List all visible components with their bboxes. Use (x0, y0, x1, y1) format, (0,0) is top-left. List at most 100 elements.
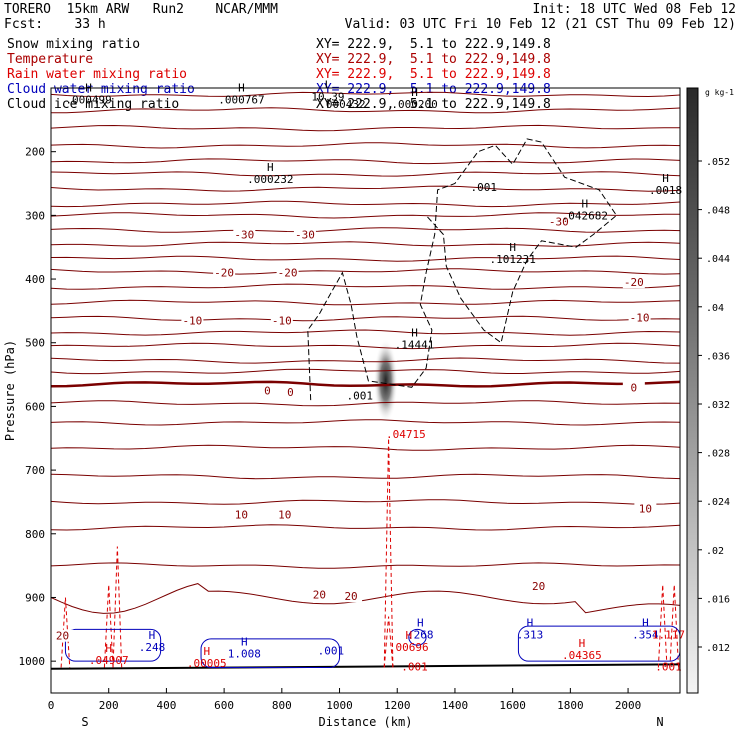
rain-contour (60, 597, 71, 668)
colorbar-unit: g kg-1 (705, 88, 734, 97)
temp-contour-label: 20 (313, 588, 326, 601)
y-tick-label: 700 (25, 464, 45, 477)
temp-contour-label: 20 (56, 630, 69, 643)
temp-contour-label: -10 (272, 314, 292, 327)
legend-snow-name: Snow mixing ratio (7, 37, 141, 52)
extremum-marker: H (417, 617, 424, 630)
init-time: Init: 18 UTC Wed 08 Feb 12 (532, 2, 737, 17)
isotherm-line (50, 524, 681, 531)
temp-label-bg (279, 385, 302, 398)
extremum-marker: H (105, 642, 112, 655)
temp-contour-label: -10 (182, 314, 202, 327)
legend-cloudice-xy: XY= 222.9, 5.1 to 222.9,149.8 (316, 97, 551, 112)
plot-frame (50, 87, 681, 694)
x-tick-label: 1800 (557, 699, 584, 712)
extremum-marker: H (241, 636, 248, 649)
extremum-marker: H (149, 629, 156, 642)
extremum-value: .14441 (395, 339, 435, 352)
isotherm-line (50, 315, 681, 322)
isotherm-line (50, 419, 681, 426)
isotherm-line (50, 142, 681, 149)
extremum-marker: H (411, 327, 418, 340)
isotherm-line (50, 499, 681, 505)
x-axis-label: Distance (km) (319, 715, 413, 729)
legend-cloudwater-name: Cloud water mixing ratio (7, 82, 195, 97)
ground-line (50, 663, 681, 670)
x-tick-label: 800 (272, 699, 292, 712)
temp-label-bg (527, 580, 550, 593)
extremum-value: .001 (655, 660, 682, 673)
extremum-marker: H (509, 241, 516, 254)
temp-contour-label: -20 (624, 276, 644, 289)
extremum-value: .000200 (391, 98, 437, 111)
temp-contour-label: -30 (295, 228, 315, 241)
temp-label-bg (213, 266, 236, 279)
temp-label-bg (308, 588, 331, 601)
isotherm-line (50, 473, 681, 480)
temp-label-bg (628, 311, 651, 324)
temp-label-bg (181, 314, 204, 327)
extremum-value: .001 (318, 644, 345, 657)
isotherm-line (50, 212, 680, 219)
colorbar-tick-label: .016 (706, 594, 730, 605)
isotherm-line (50, 200, 681, 208)
x-tick-label: 200 (99, 699, 119, 712)
isotherm-line (50, 444, 681, 451)
axes: 0 200 400 600 800 1000 1200 1400 1600 1800 2000200… (3, 146, 664, 729)
extremum-marker: H (267, 161, 274, 174)
extremum-value: .042682 (562, 209, 608, 222)
extremum-marker: H (203, 645, 210, 658)
isotherm-line (50, 299, 681, 306)
temp-label-bg (634, 502, 657, 515)
temp-contour-label: 20 (344, 590, 357, 603)
extremum-value: .001 (471, 181, 498, 194)
legend-rain-name: Rain water mixing ratio (7, 67, 188, 82)
y-tick-label: 500 (25, 337, 45, 350)
temp-label-bg (276, 266, 299, 279)
colorbar-tick-label: .032 (706, 400, 730, 411)
rain-contour (383, 616, 394, 668)
extremum-value: .04907 (89, 654, 129, 667)
isotherm-line (50, 227, 681, 233)
extremum-marker: H (405, 629, 412, 642)
y-tick-label: 600 (25, 400, 45, 413)
isotherm-line (50, 357, 681, 364)
temp-label-bg (273, 508, 296, 521)
cloud-ice-contour (307, 138, 618, 401)
colorbar-ticks: g kg-1 .052 .048 .044 .04 .036 .032 .028 .024 .02… (698, 88, 734, 654)
isotherm-line (50, 91, 681, 98)
extremum-value: .313 (517, 629, 544, 642)
x-tick-label: 2000 (615, 699, 642, 712)
extremum-marker: H (579, 637, 586, 650)
isotherm-20-line (50, 583, 681, 614)
extremum-marker: H (662, 172, 669, 185)
temp-label-bg (293, 228, 316, 241)
temp-contour-label: -30 (549, 216, 569, 229)
temp-label-bg (233, 228, 256, 241)
temp-label-bg (270, 314, 293, 327)
extremum-value: .00005 (187, 657, 227, 670)
extremum-value: .04365 (562, 649, 602, 662)
y-tick-label: 200 (25, 146, 45, 159)
temp-label-bg (547, 215, 570, 228)
temp-contour-label: -10 (630, 311, 650, 324)
cloud-water-contour (200, 638, 341, 669)
colorbar-tick-label: .04 (706, 303, 724, 314)
colorbar-tick-label: .052 (706, 157, 730, 168)
extremum-value: .000232 (247, 173, 293, 186)
y-tick-label: 800 (25, 528, 45, 541)
y-tick-label: 1000 (19, 655, 46, 668)
x-tick-label: 1200 (384, 699, 411, 712)
extremum-marker: H (581, 197, 588, 210)
isotherm-line (50, 562, 681, 569)
temp-label-bg (51, 629, 74, 642)
isotherm-line (50, 268, 681, 275)
temp-label-bg (622, 276, 645, 289)
legend-temperature-xy: XY= 222.9, 5.1 to 222.9,149.8 (316, 52, 551, 67)
extremum-value: .000499 (65, 94, 111, 107)
isotherm-line (50, 329, 681, 336)
x-tick-label: 400 (156, 699, 176, 712)
temp-contour-label: -20 (278, 267, 298, 280)
x-tick-label: 0 (48, 699, 55, 712)
x-tick-label: 1400 (442, 699, 469, 712)
